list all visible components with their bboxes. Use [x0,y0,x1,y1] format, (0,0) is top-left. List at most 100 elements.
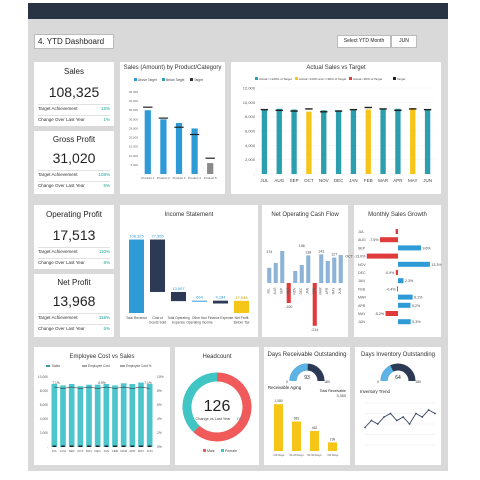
x-tick-label: JAN [349,178,358,183]
y2-tick-label: 2% [157,431,162,435]
sales-target-value: 15% [100,106,110,111]
receivable-panel: Days Receivable Outstanding 93 0 180 Receiv… [264,347,350,465]
x-tick-label: JUL [52,449,58,453]
bar [366,253,398,259]
x-tick-label: >90 Days [327,453,339,457]
chart-subtitle: Receivable Aging [268,385,302,390]
bar [51,384,58,447]
x-tick-label: Goods Sold [149,321,166,325]
bar [103,384,110,447]
gauge-value: 64 [395,375,401,381]
target-marker [174,126,184,128]
bar-employee-cost [121,445,126,447]
x-tick-label: JAN [103,449,109,453]
product-sales-chart: Above Target Below Target Target 45,000 40,0… [129,78,217,180]
x-tick-label: JUL [260,178,268,183]
bar [274,404,283,451]
x-tick-label: APR [129,449,136,453]
bar [293,271,298,283]
y-tick-label: 8,000 [245,114,256,119]
x-tick-label: APR [325,287,329,294]
line-point [389,412,392,415]
x-tick-label: SEP [279,288,283,294]
x-tick-label: NOV [292,287,296,295]
y-tick-label: 45,000 [129,90,139,94]
ytd-month-label: Select YTD Month [337,35,391,48]
gross-profit-target-row: Target Achievement 108% [38,170,110,177]
data-label: -100 [285,305,292,309]
data-label: 664 [196,295,203,300]
x-tick-label: Net Profit [235,316,249,320]
bar [291,109,297,174]
bar [160,119,167,174]
bar [138,382,144,447]
data-label: 174 [266,250,272,254]
total-value: 3,350 [336,394,346,398]
operating-profit-change-row: Change Over Last Year 8% [38,258,110,265]
chart-title: Employee Cost vs Sales [69,354,135,360]
bar [150,239,165,292]
x-tick-label: MAY [331,287,335,295]
bar [321,110,327,174]
bar [213,300,228,304]
x-tick-label: 31-60 Days [289,453,304,457]
legend-label: Above Target [138,78,157,82]
target-marker [290,110,298,112]
y-tick-label: 2,000 [245,157,256,162]
y-tick-label: 20,000 [129,136,139,140]
y-tick-label: - [137,172,138,176]
bar [207,163,214,174]
cash-flow-chart: JUL AUG SEP OCT -100 NOV DEC JAN 138 FEB -214 MAR 14… [266,244,343,332]
y-tick-label: JUL [358,230,364,234]
headcount-panel: Headcount 126 Change vs Last Year 1% Male Fe… [175,347,259,465]
x-tick-label: MAY [138,449,144,453]
line-point [370,419,373,422]
employee-cost-pct-line [54,386,150,389]
y2-tick-label: 6% [157,403,162,407]
legend-label: Employee Cost [88,364,110,368]
ytd-month-select[interactable]: JUN [391,35,417,48]
x-tick-label: NOV [319,178,329,183]
legend-swatch [255,77,258,80]
bar-employee-cost [139,445,143,447]
bar [306,255,311,283]
data-label: 108,325 [129,234,144,239]
target-marker [334,110,343,112]
chart-subtitle: Inventory Trend [360,389,390,394]
net-profit-value: 13,968 [52,293,96,309]
x-tick-label: Total Operating [167,316,190,320]
bar [286,283,291,303]
x-tick-label: MAR [318,287,322,295]
y-tick-label: - [47,445,48,449]
net-profit-target-value: 118% [98,315,110,320]
bar [380,237,398,243]
net-profit-target-row: Target Achievement 118% [38,313,110,320]
x-tick-label: Expense [172,321,185,325]
cash-flow-panel: Net Operating Cash Flow JUL AUG SEP OCT -100… [262,205,348,337]
data-label: -0.4% [386,287,396,291]
change-label: Change Over Last Year [38,183,85,188]
line-point [427,409,430,411]
x-tick-label: AUG [60,449,67,453]
bar [94,384,101,447]
net-profit-title: Net Profit [57,278,91,287]
target-label: Target Achievement [38,249,78,254]
dashboard-title: 4. YTD Dashboard [34,34,114,49]
y-tick-label: 30,000 [129,117,139,121]
legend-swatch [349,77,352,80]
bar [273,263,278,283]
legend-swatch [190,78,193,81]
target-marker [320,111,328,113]
data-label: 5.3% [412,320,421,324]
data-label: 143 [318,249,324,253]
data-label: 199 [330,437,336,441]
bar [191,128,198,174]
change-label: Change Over Last Year [38,326,85,331]
bar [146,384,153,447]
bar [397,286,398,292]
y-tick-label: DEC [358,271,366,275]
gauge-fill [289,363,308,382]
bar [410,108,416,174]
x-tick-label: Cost of [152,316,163,320]
y-tick-label: 8,000 [40,389,48,393]
